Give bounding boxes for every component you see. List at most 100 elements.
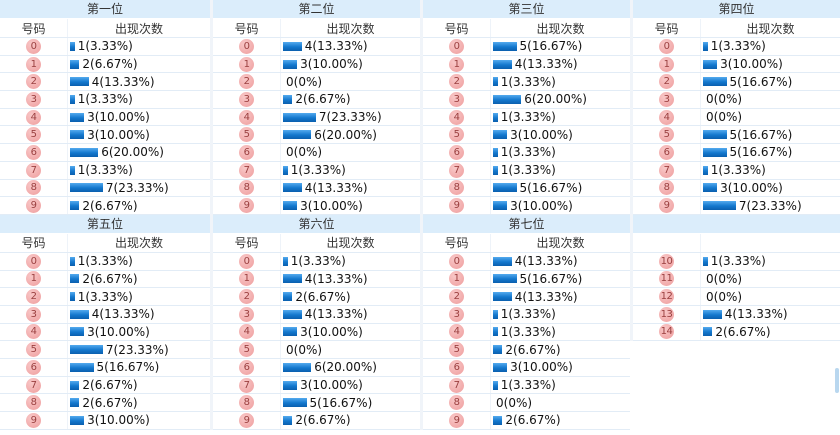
frequency-label: 4(13.33%) (304, 39, 368, 54)
frequency-bar (493, 345, 503, 355)
number-badge: 3 (449, 91, 464, 107)
table-row: 0 1(3.33%) (0, 38, 210, 56)
count-cell: 5(16.67%) (701, 73, 840, 90)
frequency-label: 6(20.00%) (314, 127, 377, 142)
table-row: 9 7(23.33%) (633, 197, 840, 215)
table-header: 号码 出现次数 (213, 19, 420, 38)
frequency-bar (493, 380, 498, 390)
number-cell: 2 (0, 73, 68, 91)
count-cell: 1(3.33%) (281, 162, 420, 179)
number-badge: 2 (26, 74, 41, 90)
table-row: 9 3(10.00%) (0, 412, 210, 430)
number-badge: 7 (239, 377, 254, 393)
table-row: 5 2(6.67%) (423, 341, 630, 359)
table-row: 4 1(3.33%) (423, 323, 630, 342)
frequency-label: 4(13.33%) (514, 289, 578, 304)
frequency-label: 6(20.00%) (314, 360, 377, 375)
number-cell: 9 (0, 197, 68, 214)
frequency-bar (493, 112, 498, 122)
table-row: 9 2(6.67%) (213, 412, 420, 430)
number-badge: 1 (239, 271, 254, 287)
frequency-bar (703, 309, 722, 319)
number-cell: 10 (633, 252, 701, 270)
number-badge: 6 (239, 359, 254, 375)
frequency-label: 1(3.33%) (500, 307, 556, 322)
count-cell: 2(6.67%) (68, 197, 210, 214)
table-title: 第四位 (633, 0, 840, 19)
count-cell: 1(3.33%) (491, 109, 630, 126)
frequency-label: 1(3.33%) (500, 324, 556, 339)
frequency-label: 0(0%) (706, 289, 743, 304)
frequency-label: 3(10.00%) (510, 127, 573, 142)
count-cell: 0(0%) (281, 341, 420, 358)
header-number-label: 号码 (423, 233, 491, 252)
number-badge: 0 (449, 253, 464, 269)
count-cell: 4(13.33%) (281, 306, 420, 323)
table-row: 12 0(0%) (633, 288, 840, 306)
header-count-label: 出现次数 (114, 236, 163, 251)
table-row: 1 5(16.67%) (423, 270, 630, 289)
number-cell: 3 (633, 91, 701, 108)
frequency-label: 3(10.00%) (300, 57, 363, 72)
frequency-bar (70, 183, 103, 193)
number-badge: 1 (26, 56, 41, 72)
number-badge: 6 (26, 359, 41, 375)
table-row: 2 4(13.33%) (0, 73, 210, 92)
frequency-bar (70, 415, 85, 425)
frequency-bar (70, 77, 89, 87)
number-cell: 7 (0, 376, 68, 394)
frequency-label: 1(3.33%) (710, 39, 766, 54)
number-cell: 4 (423, 323, 491, 341)
table-row: 2 5(16.67%) (633, 73, 840, 92)
frequency-label: 4(13.33%) (514, 57, 578, 72)
frequency-label: 4(13.33%) (91, 74, 155, 89)
number-badge: 5 (449, 127, 464, 143)
frequency-label: 6(20.00%) (524, 92, 587, 107)
position-table: 10 1(3.33%) 11 0(0%) 12 0(0%) 13 4(13.33… (630, 214, 840, 342)
count-cell: 2(6.67%) (491, 412, 630, 429)
table-row: 9 2(6.67%) (0, 197, 210, 215)
frequency-bar (70, 165, 75, 175)
number-cell: 6 (423, 144, 491, 161)
frequency-bar (703, 183, 718, 193)
frequency-bar (283, 94, 293, 104)
number-badge: 0 (239, 38, 254, 54)
count-cell: 3(10.00%) (68, 324, 210, 341)
count-cell: 3(10.00%) (68, 109, 210, 126)
table-row: 7 1(3.33%) (423, 376, 630, 395)
number-badge: 4 (26, 109, 41, 125)
frequency-bar (283, 309, 302, 319)
frequency-label: 5(16.67%) (309, 395, 373, 410)
count-cell: 4(13.33%) (281, 38, 420, 55)
number-cell: 8 (423, 394, 491, 412)
frequency-bar (70, 398, 80, 408)
count-cell: 1(3.33%) (491, 306, 630, 323)
number-cell: 12 (633, 288, 701, 305)
table-rows: 0 1(3.33%) 1 3(10.00%) 2 5(16.67%) 3 0(0… (633, 38, 840, 215)
table-title: 第五位 (0, 214, 210, 234)
scrollbar-thumb[interactable] (835, 368, 839, 393)
table-rows: 0 1(3.33%) 1 2(6.67%) 2 1(3.33%) 3 4(13.… (0, 252, 210, 430)
table-row: 1 3(10.00%) (213, 55, 420, 74)
frequency-bar (283, 415, 293, 425)
frequency-bar (283, 292, 293, 302)
frequency-bar (493, 274, 517, 284)
number-badge: 8 (449, 395, 464, 411)
number-cell: 4 (0, 323, 68, 341)
number-badge: 7 (26, 162, 41, 178)
table-row: 3 6(20.00%) (423, 91, 630, 109)
frequency-bar (70, 130, 85, 140)
frequency-label: 2(6.67%) (82, 57, 138, 72)
count-cell: 4(13.33%) (281, 180, 420, 197)
frequency-bar (493, 292, 512, 302)
number-badge: 7 (239, 162, 254, 178)
header-count-label (701, 234, 840, 252)
count-cell: 6(20.00%) (68, 144, 210, 161)
number-cell: 1 (423, 55, 491, 73)
count-cell: 2(6.67%) (68, 377, 210, 394)
frequency-label: 4(13.33%) (724, 307, 788, 322)
number-cell: 7 (423, 376, 491, 394)
count-cell: 4(13.33%) (68, 306, 210, 323)
frequency-bar (493, 59, 512, 69)
frequency-label: 4(13.33%) (514, 254, 578, 269)
